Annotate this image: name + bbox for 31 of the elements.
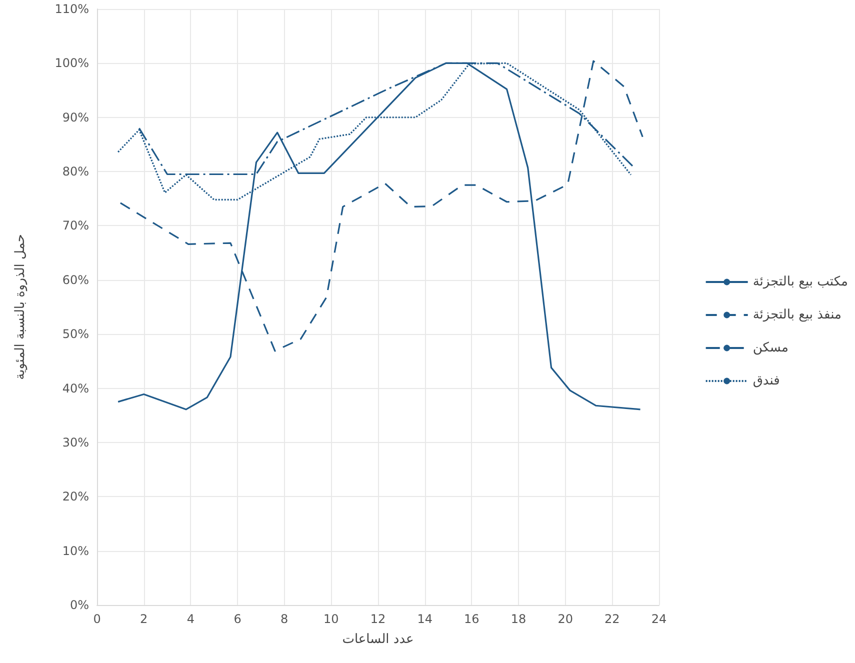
legend-label: مكتب بيع بالتجزئة xyxy=(752,274,848,290)
x-tick-label: 24 xyxy=(651,612,667,626)
y-tick-label: 90% xyxy=(62,110,89,124)
y-tick-label: 30% xyxy=(62,435,89,450)
y-tick-label: 0% xyxy=(70,598,89,612)
x-tick-label: 12 xyxy=(370,612,386,626)
legend-label: فندق xyxy=(752,374,780,388)
legend-label: منفذ بيع بالتجزئة xyxy=(752,308,842,322)
y-axis-title: حمل الذروة بالنسبة المئوية xyxy=(13,234,28,380)
x-tick-label: 4 xyxy=(186,612,194,626)
y-tick-label: 100% xyxy=(54,56,89,70)
y-tick-label: 40% xyxy=(62,381,89,396)
y-tick-label: 110% xyxy=(54,2,89,16)
x-tick-label: 14 xyxy=(417,612,432,626)
y-tick-label: 70% xyxy=(62,218,89,233)
x-tick-label: 22 xyxy=(604,612,620,626)
y-tick-label: 50% xyxy=(62,327,89,342)
x-tick-label: 8 xyxy=(280,612,288,626)
x-tick-label: 18 xyxy=(510,612,526,626)
x-axis-title: عدد الساعات xyxy=(342,632,414,647)
x-tick-label: 16 xyxy=(464,612,480,626)
x-tick-label: 10 xyxy=(324,612,339,626)
y-tick-label: 80% xyxy=(62,164,89,179)
x-tick-label: 2 xyxy=(140,612,148,626)
y-tick-label: 10% xyxy=(62,544,89,558)
x-tick-label: 0 xyxy=(93,612,101,626)
y-tick-label: 20% xyxy=(62,490,89,504)
x-tick-label: 20 xyxy=(558,612,573,626)
y-tick-label: 60% xyxy=(62,272,89,287)
x-tick-label: 6 xyxy=(234,612,242,626)
legend-label: مسكن xyxy=(752,340,788,356)
